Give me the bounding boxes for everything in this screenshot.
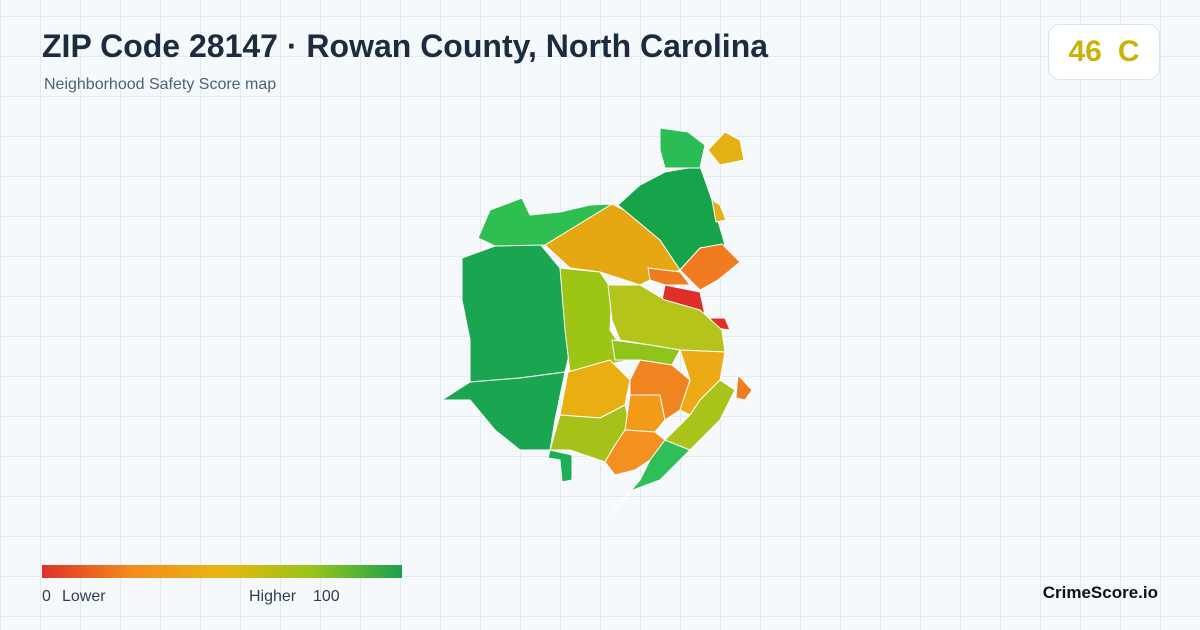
legend-max-label: Higher xyxy=(249,588,297,605)
score-grade: C xyxy=(1117,35,1140,68)
brand: CrimeScore.io xyxy=(1042,583,1158,602)
score-badge: 46 C xyxy=(1048,24,1160,80)
subtitle: Neighborhood Safety Score map xyxy=(44,76,277,93)
legend-gradient xyxy=(42,565,402,578)
title: ZIP Code 28147 · Rowan County, North Car… xyxy=(42,28,769,64)
legend-min-label: Lower xyxy=(62,588,106,605)
score-value: 46 xyxy=(1068,35,1102,68)
legend-min: 0 xyxy=(42,588,51,605)
neighborhoods xyxy=(441,127,753,516)
legend-max: 100 xyxy=(313,588,340,605)
